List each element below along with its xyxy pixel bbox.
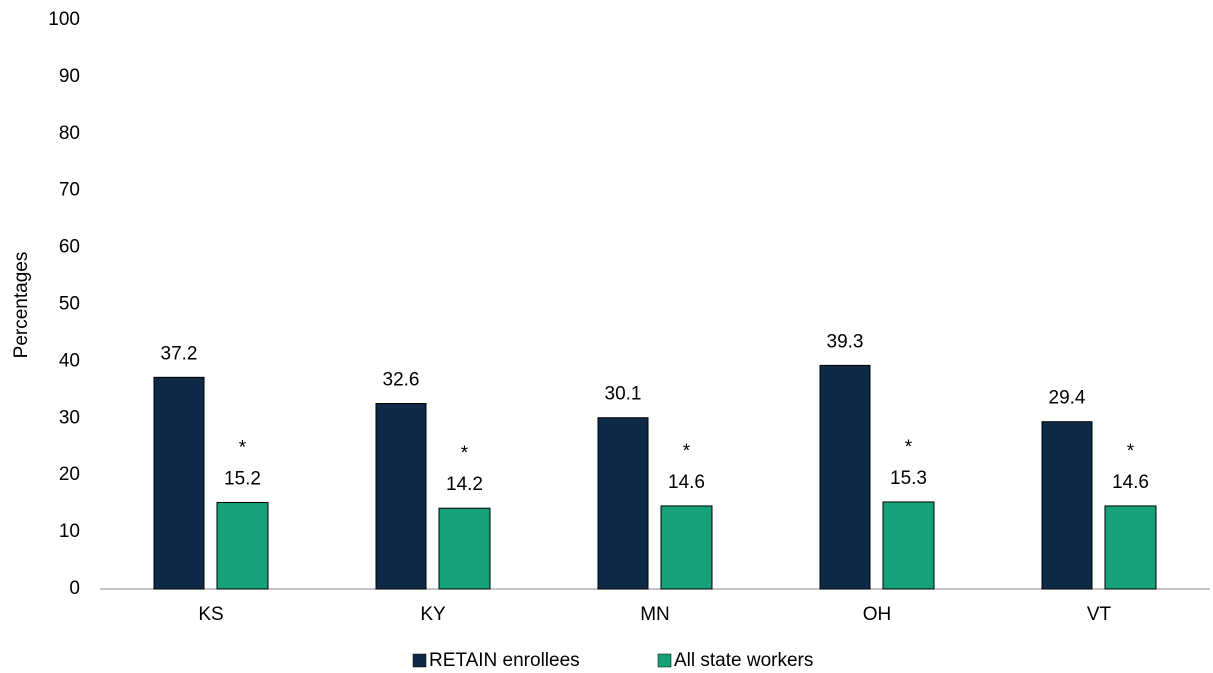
- x-tick-label: KS: [198, 604, 223, 625]
- annotation: *: [905, 437, 913, 458]
- annotation: *: [461, 443, 469, 464]
- value-label: 29.4: [1049, 388, 1086, 409]
- annotation: *: [239, 438, 247, 459]
- legend-label: All state workers: [674, 650, 813, 671]
- legend-swatch: [412, 653, 427, 668]
- annotation: *: [1127, 441, 1135, 462]
- bar: [597, 417, 649, 590]
- y-tick-label: 80: [59, 123, 80, 144]
- bar: [216, 502, 269, 590]
- bar: [438, 507, 491, 590]
- x-tick-label: VT: [1087, 604, 1112, 625]
- value-label: 37.2: [161, 343, 198, 364]
- value-label: 15.3: [890, 468, 927, 489]
- value-label: 14.2: [446, 474, 483, 495]
- value-label: 30.1: [605, 384, 642, 405]
- y-tick-label: 40: [59, 350, 80, 371]
- x-tick-label: OH: [863, 604, 892, 625]
- y-tick-label: 10: [59, 521, 80, 542]
- y-axis-title: Percentages: [11, 252, 32, 359]
- x-tick-label: MN: [640, 604, 670, 625]
- legend-swatch: [657, 653, 672, 668]
- bar: [1104, 505, 1157, 590]
- y-tick-label: 90: [59, 66, 80, 87]
- legend-label: RETAIN enrollees: [429, 650, 580, 671]
- bar: [882, 501, 935, 590]
- y-tick-label: 50: [59, 294, 80, 315]
- bar: [819, 364, 871, 590]
- value-label: 32.6: [383, 370, 420, 391]
- value-label: 15.2: [224, 469, 261, 490]
- bar: [660, 505, 713, 590]
- y-tick-label: 0: [69, 578, 80, 599]
- value-label: 14.6: [668, 472, 705, 493]
- value-label: 39.3: [827, 331, 864, 352]
- bar: [153, 376, 205, 590]
- x-tick-label: KY: [420, 604, 446, 625]
- y-tick-label: 20: [59, 464, 80, 485]
- annotation: *: [683, 441, 691, 462]
- y-tick-label: 60: [59, 237, 80, 258]
- y-tick-label: 70: [59, 180, 80, 201]
- y-tick-label: 100: [48, 9, 80, 30]
- value-label: 14.6: [1112, 472, 1149, 493]
- bar: [375, 403, 427, 590]
- y-tick-label: 30: [59, 407, 80, 428]
- bar: [1041, 421, 1093, 590]
